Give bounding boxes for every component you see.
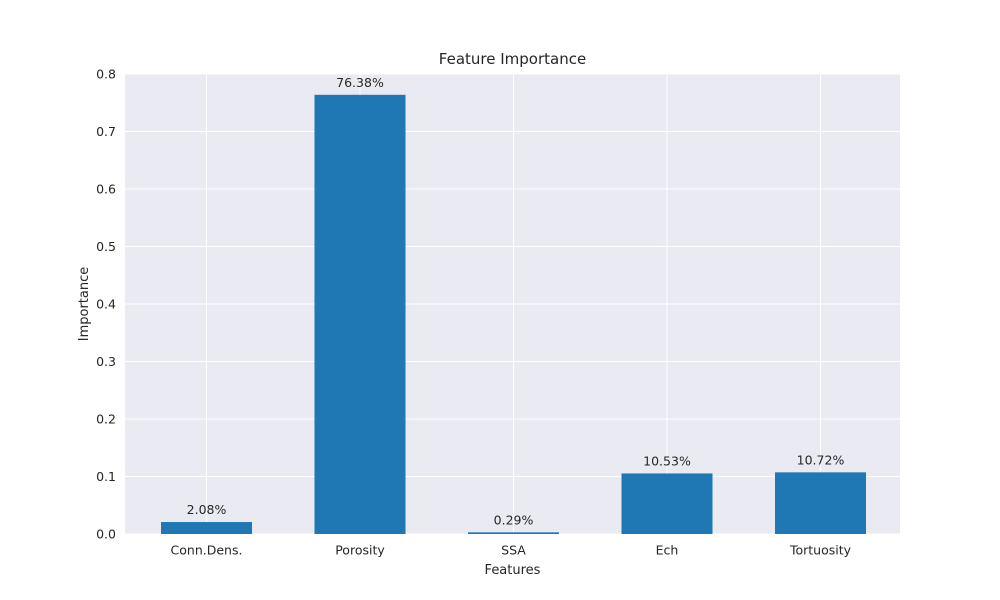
x-tick-label: Tortuosity xyxy=(789,543,852,558)
bars xyxy=(161,94,866,534)
y-tick-label: 0.6 xyxy=(96,182,116,197)
chart-title: Feature Importance xyxy=(439,50,586,68)
bar-value-label: 10.53% xyxy=(643,453,691,468)
x-axis-label: Features xyxy=(485,563,541,578)
x-axis-ticks: Conn.Dens. Porosity SSA Ech Tortuosity xyxy=(171,543,852,558)
y-tick-label: 0.2 xyxy=(96,412,116,427)
y-tick-label: 0.0 xyxy=(96,527,116,542)
bar xyxy=(468,532,559,534)
y-tick-label: 0.5 xyxy=(96,239,116,254)
bar xyxy=(161,522,252,534)
y-tick-label: 0.1 xyxy=(96,469,116,484)
y-axis-ticks: 0.0 0.1 0.2 0.3 0.4 0.5 0.6 0.7 0.8 xyxy=(96,67,116,542)
bar-value-label: 10.72% xyxy=(797,452,845,467)
x-tick-label: Porosity xyxy=(335,543,385,558)
bar-value-label: 76.38% xyxy=(336,75,384,90)
y-tick-label: 0.4 xyxy=(96,297,116,312)
bar-value-label: 0.29% xyxy=(494,512,534,527)
bar xyxy=(621,473,713,534)
bar xyxy=(775,472,866,534)
data-labels: 2.08% 76.38% 0.29% 10.53% 10.72% xyxy=(187,75,845,528)
x-tick-label: Ech xyxy=(656,543,679,558)
y-axis-label: Importance xyxy=(77,267,92,342)
bar-value-label: 2.08% xyxy=(187,502,227,517)
y-tick-label: 0.8 xyxy=(96,67,116,82)
x-tick-label: Conn.Dens. xyxy=(171,543,243,558)
bar xyxy=(314,94,406,534)
x-tick-label: SSA xyxy=(501,543,526,558)
y-tick-label: 0.3 xyxy=(96,354,116,369)
y-tick-label: 0.7 xyxy=(96,124,116,139)
